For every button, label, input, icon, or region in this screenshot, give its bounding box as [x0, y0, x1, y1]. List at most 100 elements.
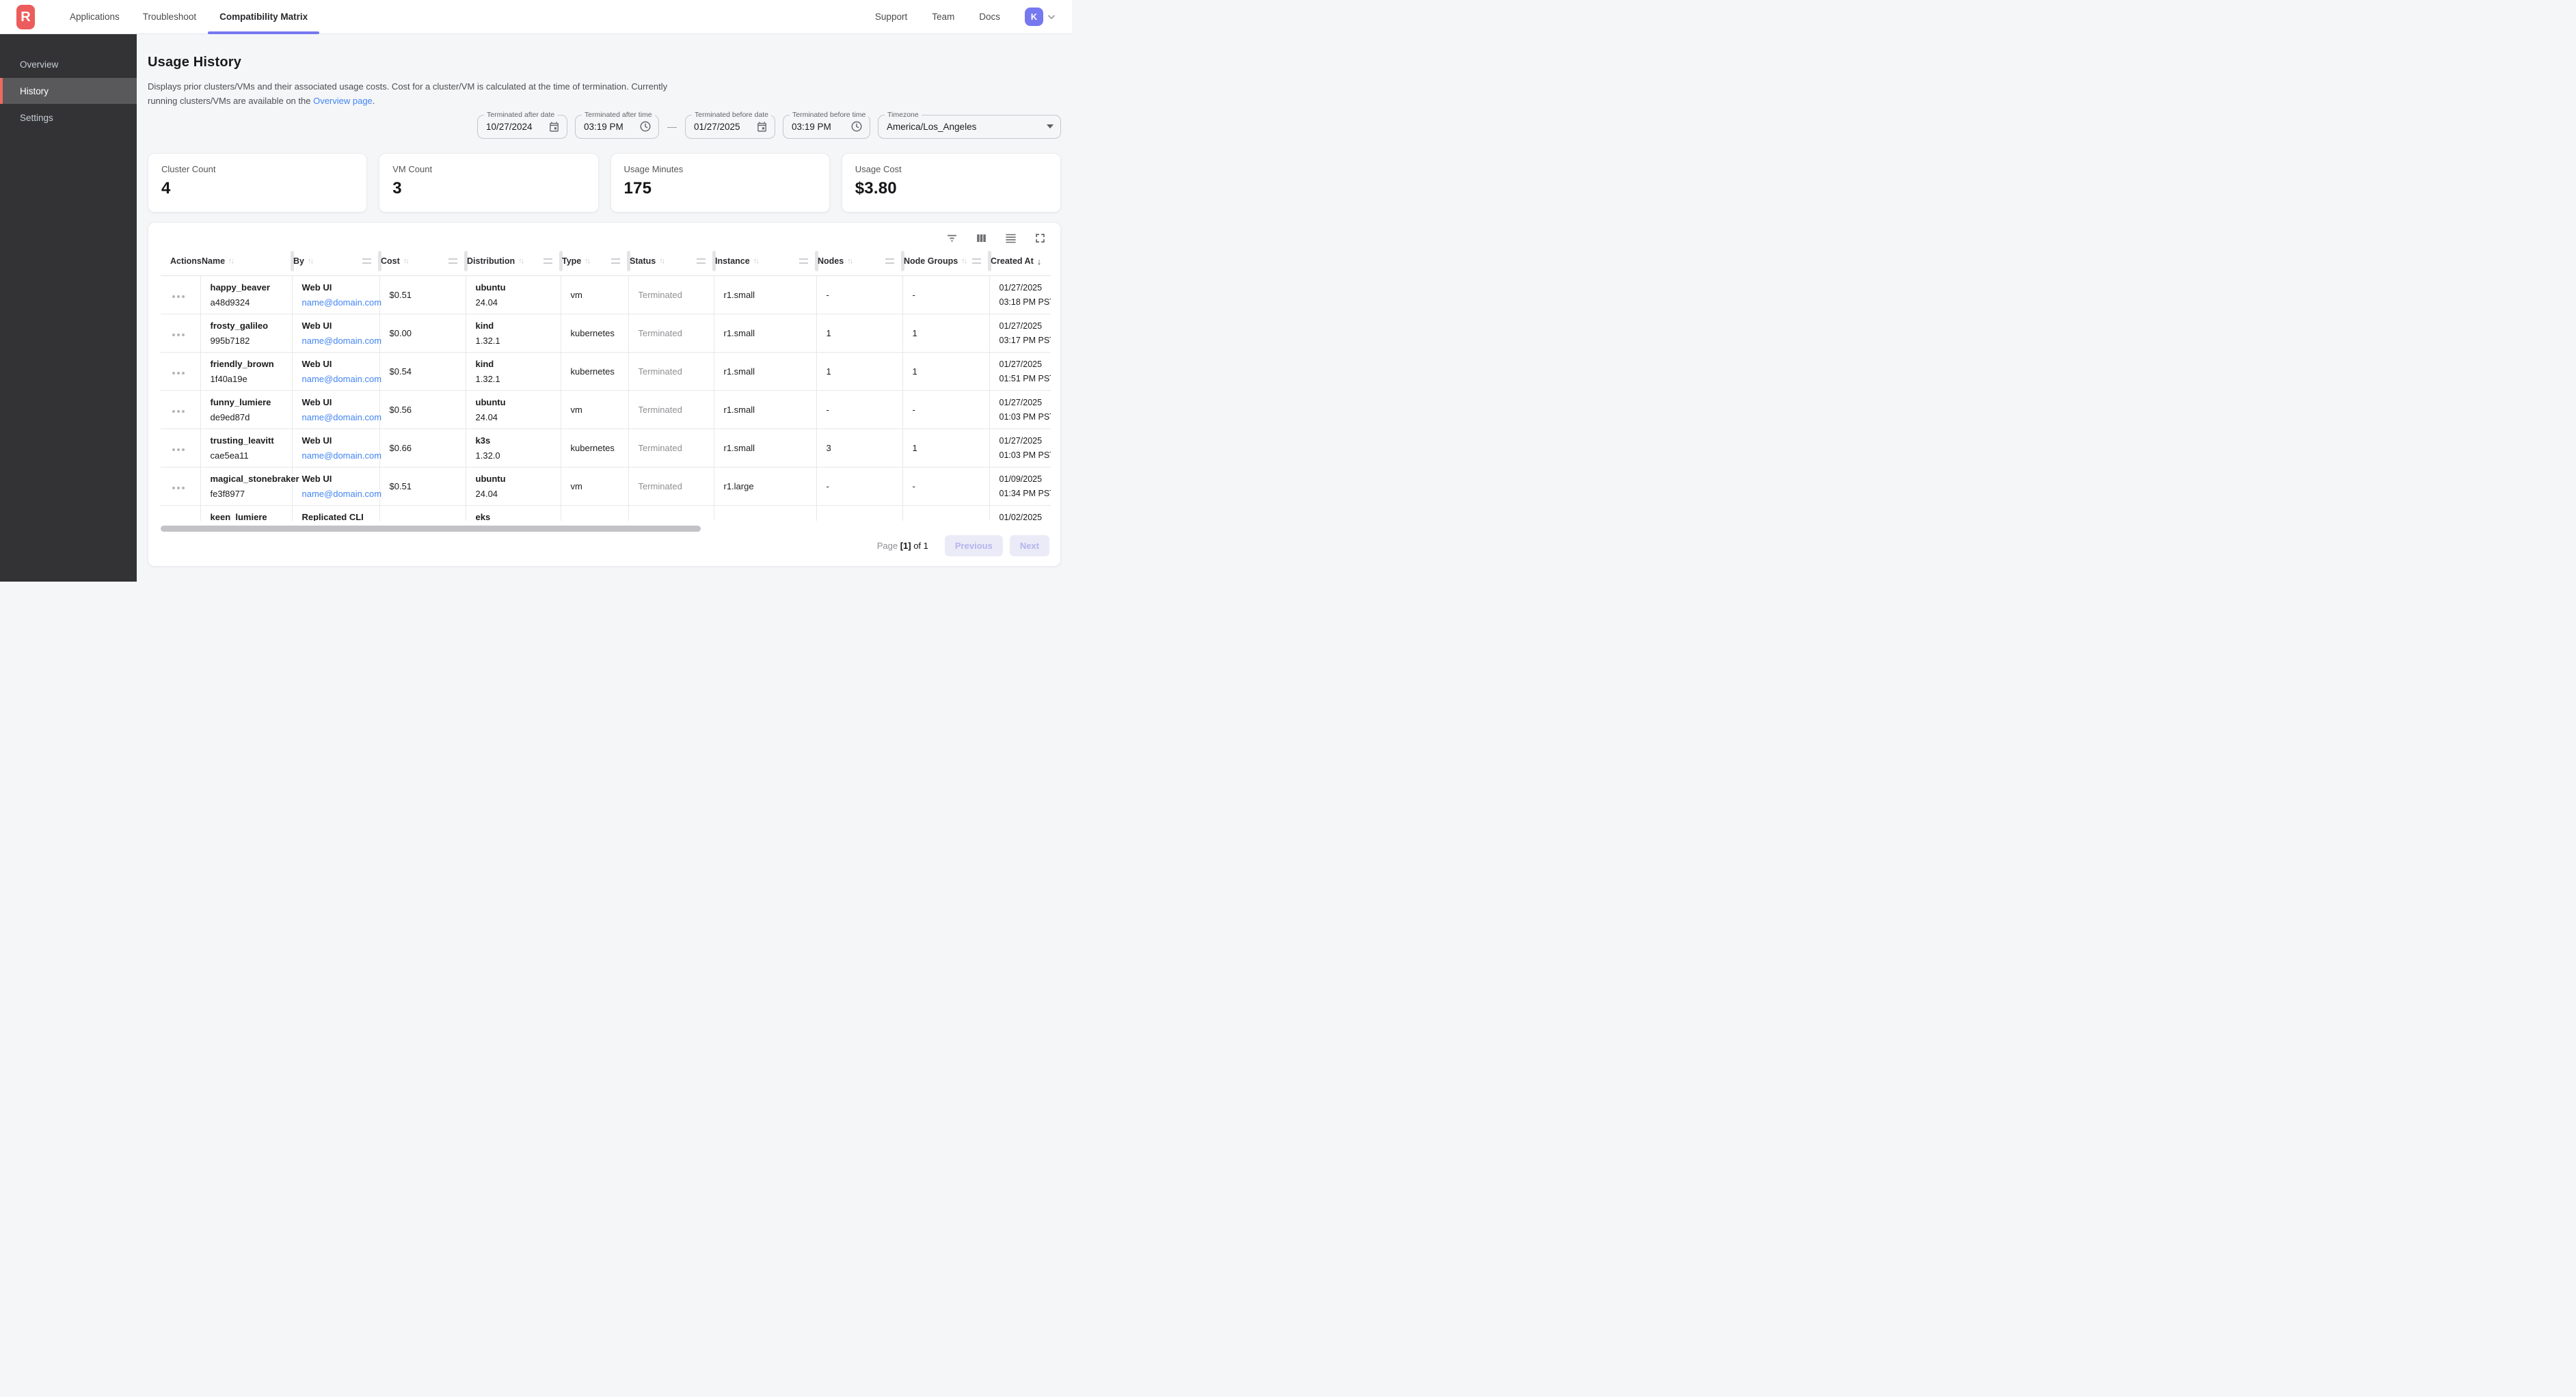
overview-page-link[interactable]: Overview page — [313, 96, 373, 106]
col-header-nodes[interactable]: Nodes↑↓ — [816, 247, 902, 276]
calendar-icon[interactable] — [751, 121, 768, 133]
by-cell: Web UIname@domain.com — [292, 429, 379, 467]
col-header-status[interactable]: Status↑↓ — [628, 247, 714, 276]
row-actions-button[interactable] — [173, 362, 184, 381]
email-link[interactable]: name@domain.com — [302, 374, 375, 384]
row-actions-button[interactable] — [173, 286, 184, 304]
by-cell: Web UIname@domain.com — [292, 314, 379, 353]
email-link[interactable]: name@domain.com — [302, 450, 375, 461]
page-description: Displays prior clusters/VMs and their as… — [148, 79, 689, 109]
col-header-name[interactable]: Name↑↓ — [200, 247, 292, 276]
clock-icon[interactable] — [634, 120, 652, 133]
main-content: Usage History Displays prior clusters/VM… — [137, 34, 1072, 582]
stat-card-vm-count: VM Count 3 — [379, 153, 598, 213]
status-cell: Terminated — [628, 314, 714, 353]
by-cell: Web UIname@domain.com — [292, 353, 379, 391]
dropdown-arrow-icon — [1041, 124, 1054, 128]
email-link[interactable]: name@domain.com — [302, 412, 375, 422]
sort-icon[interactable]: ↑↓ — [308, 257, 312, 265]
column-menu-icon[interactable] — [697, 258, 706, 264]
stat-card-cluster-count: Cluster Count 4 — [148, 153, 367, 213]
sidebar-item-settings[interactable]: Settings — [0, 105, 137, 131]
column-menu-icon[interactable] — [972, 258, 981, 264]
sort-desc-icon[interactable]: ↓ — [1037, 256, 1042, 267]
fullscreen-icon[interactable] — [1032, 230, 1048, 246]
tab-troubleshoot[interactable]: Troubleshoot — [131, 0, 208, 33]
status-badge: Terminated — [639, 405, 710, 415]
table-toolbar — [161, 230, 1051, 247]
timezone-select[interactable]: Timezone America/Los_Angeles — [878, 115, 1061, 139]
density-icon[interactable] — [1003, 230, 1019, 246]
status-badge: Terminated — [639, 328, 710, 338]
sort-icon[interactable]: ↑↓ — [585, 257, 589, 265]
column-menu-icon[interactable] — [362, 258, 371, 264]
calendar-icon[interactable] — [543, 121, 560, 133]
sidebar-item-history[interactable]: History — [0, 78, 137, 104]
created-at-cell: 01/27/202501:03 PM PST — [989, 429, 1051, 467]
node-groups-cell: 1 — [902, 314, 989, 353]
tab-compatibility-matrix[interactable]: Compatibility Matrix — [208, 0, 319, 33]
sort-icon[interactable]: ↑↓ — [961, 257, 966, 265]
column-menu-icon[interactable] — [799, 258, 808, 264]
team-link[interactable]: Team — [932, 12, 954, 22]
distribution-cell: ubuntu24.04 — [466, 391, 561, 429]
previous-page-button[interactable]: Previous — [945, 535, 1003, 556]
sidebar-item-overview[interactable]: Overview — [0, 51, 137, 77]
row-actions-button[interactable] — [173, 439, 184, 457]
sort-icon[interactable]: ↑↓ — [518, 257, 523, 265]
support-link[interactable]: Support — [875, 12, 907, 22]
terminated-before-time-field[interactable]: Terminated before time 03:19 PM — [783, 115, 870, 139]
sort-icon[interactable]: ↑↓ — [403, 257, 408, 265]
sort-icon[interactable]: ↑↓ — [659, 257, 664, 265]
docs-link[interactable]: Docs — [979, 12, 1000, 22]
row-actions-button[interactable] — [173, 477, 184, 496]
more-options-icon — [177, 448, 180, 451]
name-cell: happy_beavera48d9324 — [200, 276, 292, 314]
primary-tabs: Applications Troubleshoot Compatibility … — [58, 0, 319, 33]
more-options-icon — [177, 372, 180, 375]
name-cell: funny_lumierede9ed87d — [200, 391, 292, 429]
col-header-cost[interactable]: Cost↑↓ — [379, 247, 466, 276]
table-row: happy_beavera48d9324 Web UIname@domain.c… — [161, 276, 1051, 314]
email-link[interactable]: name@domain.com — [302, 297, 375, 308]
email-link[interactable]: name@domain.com — [302, 336, 375, 346]
column-menu-icon[interactable] — [448, 258, 457, 264]
column-menu-icon[interactable] — [611, 258, 620, 264]
type-cell: vm — [561, 276, 628, 314]
more-options-icon — [177, 410, 180, 413]
scrollbar-thumb[interactable] — [161, 526, 701, 532]
sort-icon[interactable]: ↑↓ — [228, 257, 233, 265]
user-menu[interactable]: K — [1025, 8, 1057, 26]
nodes-cell: 3 — [816, 506, 902, 521]
next-page-button[interactable]: Next — [1010, 535, 1049, 556]
replicated-logo[interactable]: R — [16, 5, 35, 29]
filter-icon[interactable] — [944, 230, 960, 246]
sort-icon[interactable]: ↑↓ — [847, 257, 852, 265]
col-header-node-groups[interactable]: Node Groups↑↓ — [902, 247, 989, 276]
actions-cell — [161, 429, 200, 467]
terminated-after-time-field[interactable]: Terminated after time 03:19 PM — [575, 115, 659, 139]
column-menu-icon[interactable] — [544, 258, 552, 264]
row-actions-button[interactable] — [173, 401, 184, 419]
columns-icon[interactable] — [974, 230, 989, 246]
row-actions-button[interactable] — [173, 515, 184, 520]
col-header-created-at[interactable]: Created At↓ — [989, 247, 1051, 276]
terminated-before-date-field[interactable]: Terminated before date 01/27/2025 — [685, 115, 775, 139]
status-cell: Terminated — [628, 391, 714, 429]
tab-applications[interactable]: Applications — [58, 0, 131, 33]
col-header-distribution[interactable]: Distribution↑↓ — [466, 247, 561, 276]
col-header-by[interactable]: By↑↓ — [292, 247, 379, 276]
clock-icon[interactable] — [845, 120, 863, 133]
col-header-type[interactable]: Type↑↓ — [561, 247, 628, 276]
horizontal-scrollbar[interactable] — [161, 526, 1051, 531]
distribution-cell: ubuntu24.04 — [466, 276, 561, 314]
instance-cell: r1.small — [714, 276, 816, 314]
created-at-cell: 01/27/202501:03 PM PST — [989, 391, 1051, 429]
email-link[interactable]: name@domain.com — [302, 489, 375, 499]
col-header-instance[interactable]: Instance↑↓ — [714, 247, 816, 276]
by-cell: Web UIname@domain.com — [292, 391, 379, 429]
sort-icon[interactable]: ↑↓ — [753, 257, 758, 265]
terminated-after-date-field[interactable]: Terminated after date 10/27/2024 — [477, 115, 567, 139]
column-menu-icon[interactable] — [885, 258, 894, 264]
row-actions-button[interactable] — [173, 324, 184, 342]
